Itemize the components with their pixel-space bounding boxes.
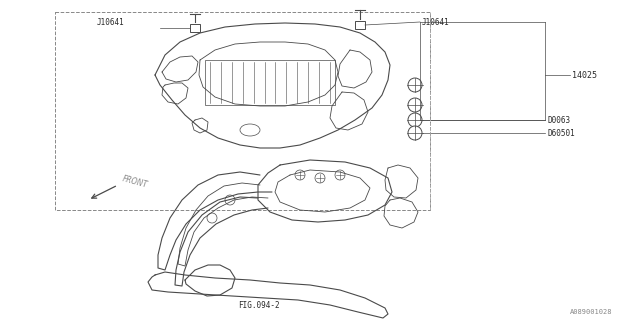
Text: J10641: J10641 bbox=[97, 18, 125, 27]
Bar bbox=[55, 12, 430, 210]
Circle shape bbox=[408, 78, 422, 92]
Circle shape bbox=[408, 98, 422, 112]
Circle shape bbox=[408, 113, 422, 127]
Text: D60501: D60501 bbox=[547, 129, 575, 138]
Text: FIG.094-2: FIG.094-2 bbox=[238, 300, 280, 309]
Text: FRONT: FRONT bbox=[121, 174, 148, 190]
Bar bbox=[355, 21, 365, 29]
Bar bbox=[205, 60, 335, 105]
Text: 14025: 14025 bbox=[572, 70, 597, 79]
Text: D0063: D0063 bbox=[547, 116, 570, 124]
Circle shape bbox=[408, 126, 422, 140]
Text: A089001028: A089001028 bbox=[570, 309, 612, 315]
Text: J10641: J10641 bbox=[422, 18, 450, 27]
Bar bbox=[190, 24, 200, 32]
